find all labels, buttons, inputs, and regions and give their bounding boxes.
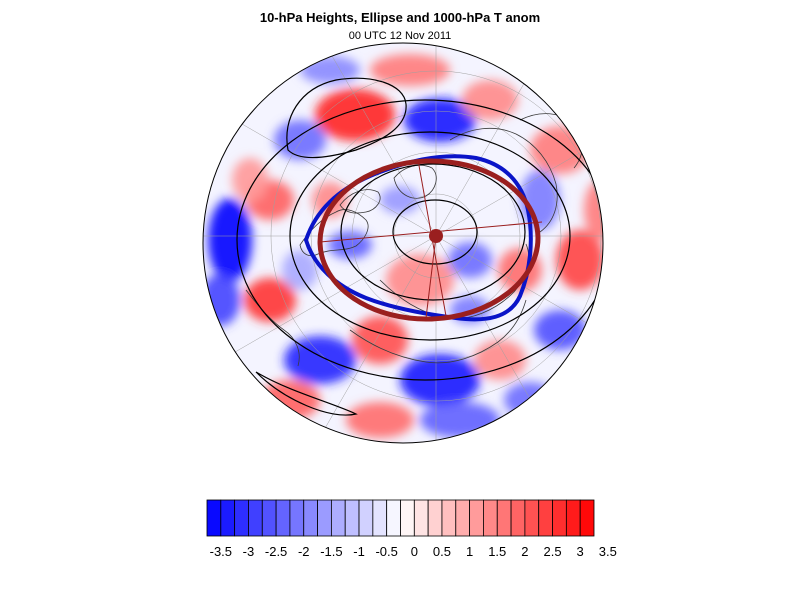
colorbar-box bbox=[248, 499, 263, 537]
fitted-ellipse bbox=[317, 158, 543, 322]
height-contours bbox=[236, 77, 603, 416]
colorbar-tick-label: -1 bbox=[353, 544, 365, 559]
anomaly-patch bbox=[282, 250, 318, 290]
anomaly-patch bbox=[370, 54, 450, 86]
meridian-line bbox=[210, 235, 437, 367]
colorbar-tick-label: -2 bbox=[298, 544, 310, 559]
colorbar-tick-label: -1.5 bbox=[320, 544, 342, 559]
anomaly-patch bbox=[534, 310, 586, 350]
colorbar-box bbox=[524, 499, 540, 537]
colorbar-box bbox=[206, 499, 222, 537]
anomaly-patch bbox=[462, 80, 518, 120]
colorbar-box bbox=[400, 499, 415, 537]
colorbar-tick-label: 0.5 bbox=[433, 544, 451, 559]
colorbar-box bbox=[330, 499, 346, 537]
colorbar-box bbox=[344, 499, 360, 537]
colorbar-tick-label: 2.5 bbox=[543, 544, 561, 559]
colorbar-box bbox=[386, 499, 401, 537]
colorbar-box bbox=[358, 499, 374, 537]
colorbar-box bbox=[303, 499, 318, 537]
colorbar-box bbox=[413, 499, 429, 537]
colorbar-tick-label: -3 bbox=[243, 544, 255, 559]
colorbar-labels: -3.5 -3 -2.5 -2 -1.5 -1 -0.5 0 0.5 1 1.5 2 2.5 3 3.5 bbox=[210, 544, 617, 559]
colorbar-box bbox=[496, 499, 512, 537]
height-contour-2 bbox=[340, 163, 526, 301]
colorbar-box bbox=[469, 499, 484, 537]
anomaly-patch bbox=[315, 89, 395, 141]
anomaly-patch bbox=[448, 242, 492, 278]
colorbar-box bbox=[317, 499, 332, 537]
anomaly-patch bbox=[404, 98, 476, 142]
coastline-asia-south bbox=[349, 299, 527, 364]
anomaly-patch bbox=[556, 230, 603, 290]
anomaly-patch bbox=[346, 402, 414, 438]
height-contour-3 bbox=[289, 131, 571, 341]
height-contour-6 bbox=[255, 371, 358, 416]
colorbar-box bbox=[552, 499, 567, 537]
colorbar-box bbox=[261, 499, 277, 537]
colorbar-box bbox=[427, 499, 443, 537]
chart-subtitle: 00 UTC 12 Nov 2011 bbox=[348, 30, 452, 42]
ellipse-outline bbox=[317, 158, 541, 322]
anomaly-patch bbox=[244, 278, 296, 322]
colorbar-box bbox=[483, 499, 498, 537]
colorbar-boxes bbox=[206, 499, 595, 537]
colorbar-box bbox=[289, 499, 305, 537]
colorbar-box bbox=[220, 499, 236, 537]
colorbar-tick-label: -0.5 bbox=[375, 544, 397, 559]
ellipse-center-marker bbox=[429, 229, 443, 243]
colorbar-box bbox=[565, 499, 581, 537]
coastline-scandinavia bbox=[339, 189, 381, 214]
anomaly-patch bbox=[284, 336, 356, 384]
colorbar-tick-label: 0 bbox=[411, 544, 418, 559]
colorbar-tick-label: -2.5 bbox=[265, 544, 287, 559]
colorbar-box bbox=[510, 499, 526, 537]
height-contour-1 bbox=[392, 199, 478, 265]
colorbar-box bbox=[275, 499, 291, 537]
coastline-north-america bbox=[449, 128, 558, 233]
anomaly-patch bbox=[232, 158, 268, 202]
meridian-line bbox=[305, 235, 437, 443]
colorbar-tick-label: 1.5 bbox=[488, 544, 506, 559]
meridian-line bbox=[210, 105, 437, 237]
colorbar-box bbox=[455, 499, 471, 537]
meridian-line bbox=[435, 105, 603, 237]
colorbar-tick-label: 3 bbox=[577, 544, 584, 559]
colorbar-box bbox=[538, 499, 553, 537]
height-contour-5 bbox=[286, 77, 407, 159]
colorbar-box bbox=[234, 499, 249, 537]
colorbar-box bbox=[579, 499, 595, 537]
colorbar-box bbox=[372, 499, 388, 537]
anomaly-patch bbox=[380, 186, 420, 214]
height-contour-4 bbox=[236, 99, 603, 381]
meridian-line bbox=[435, 235, 603, 367]
colorbar-tick-label: 3.5 bbox=[599, 544, 617, 559]
ellipse-axis-minor-b bbox=[425, 235, 437, 319]
colorbar-box bbox=[441, 499, 457, 537]
globe-outline bbox=[202, 42, 604, 444]
colorbar-tick-label: -3.5 bbox=[210, 544, 232, 559]
coastline-europe bbox=[299, 209, 369, 257]
colorbar-tick-label: 1 bbox=[466, 544, 473, 559]
coastline-africa bbox=[245, 289, 300, 367]
chart-title: 10-hPa Heights, Ellipse and 1000-hPa T a… bbox=[259, 10, 541, 25]
colorbar-tick-label: 2 bbox=[521, 544, 528, 559]
anomaly-patch bbox=[208, 198, 252, 282]
coastline-greenland bbox=[393, 164, 437, 199]
